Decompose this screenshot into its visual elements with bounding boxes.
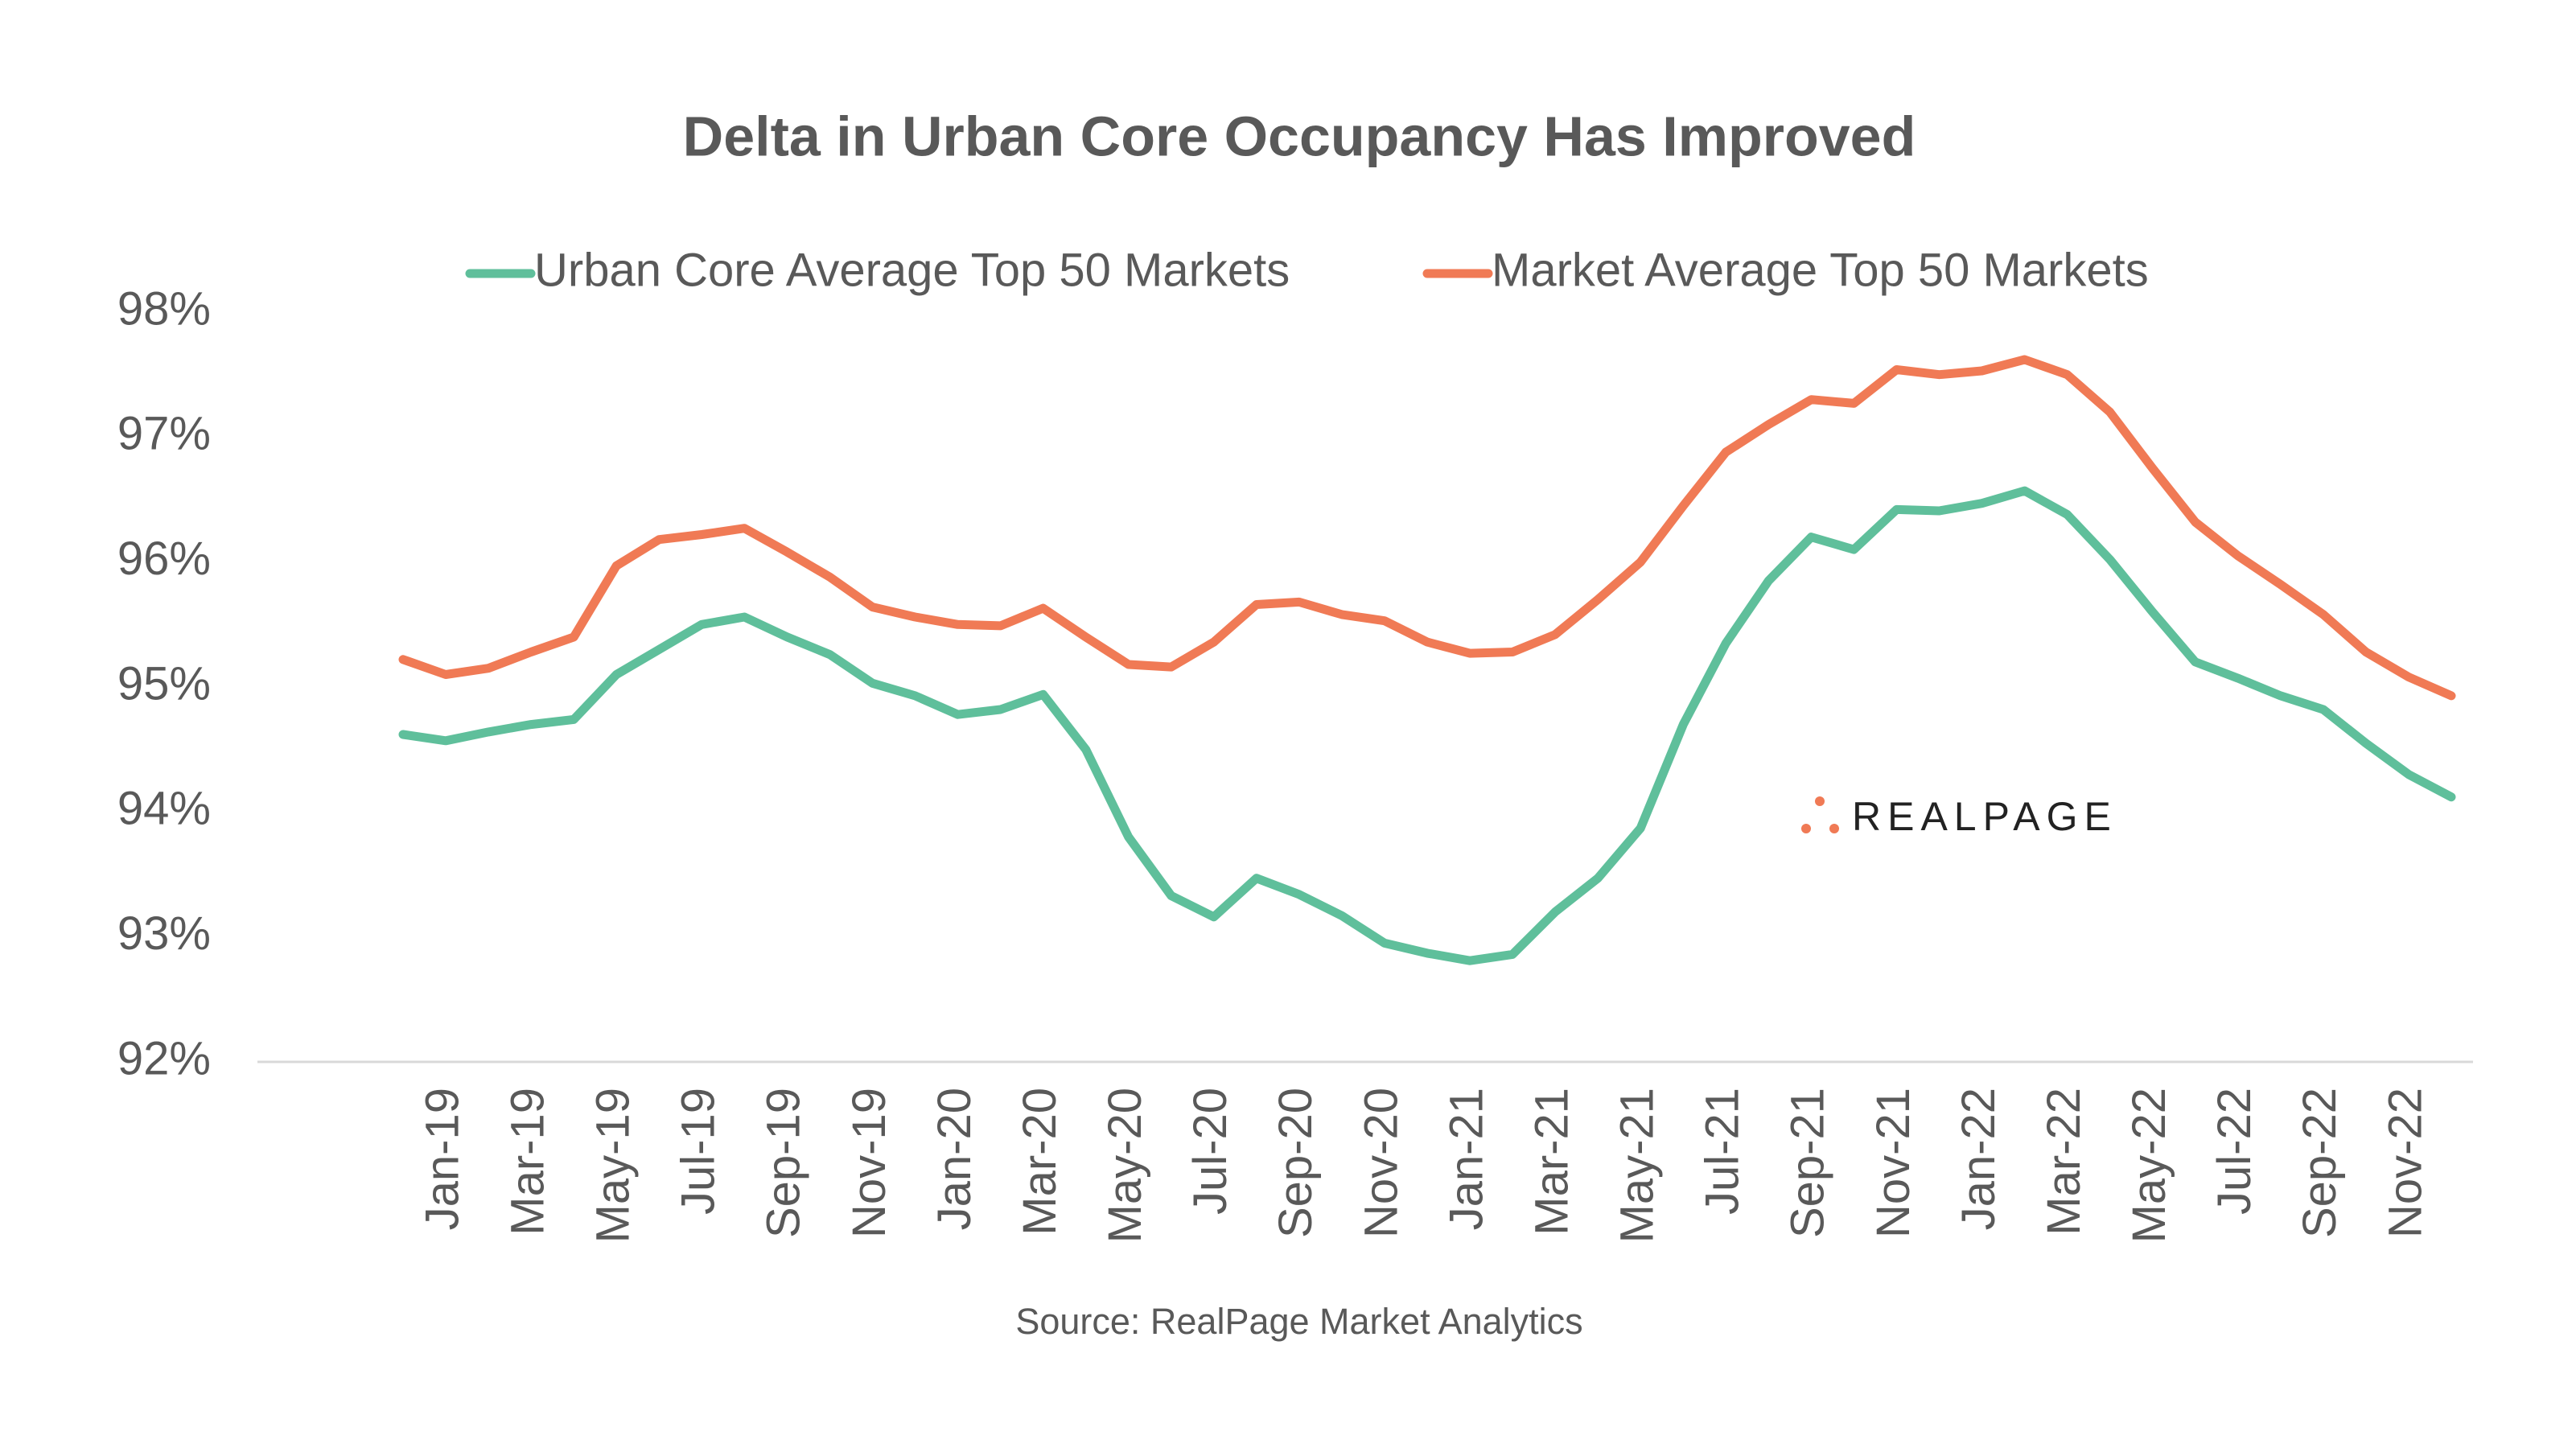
legend-label: Urban Core Average Top 50 Markets (534, 244, 1290, 296)
series-line (398, 355, 2456, 701)
x-tick-label: Mar-22 (2038, 1088, 2090, 1236)
x-tick-label: May-21 (1611, 1088, 1664, 1243)
chart-title: Delta in Urban Core Occupancy Has Improv… (683, 105, 1916, 167)
legend-label: Market Average Top 50 Markets (1492, 244, 2149, 296)
y-tick-label: 94% (117, 783, 211, 835)
x-tick-label: Jan-20 (928, 1088, 981, 1230)
source-note: Source: RealPage Market Analytics (1015, 1301, 1582, 1342)
x-tick-label: Mar-19 (501, 1088, 553, 1236)
x-tick-label: May-22 (2123, 1088, 2175, 1243)
logo-dot (1815, 796, 1825, 806)
y-tick-label: 93% (117, 907, 211, 960)
logo: REALPAGE (1801, 794, 2117, 839)
x-tick-label: Sep-20 (1269, 1088, 1322, 1238)
x-tick-label: Sep-22 (2294, 1088, 2346, 1238)
x-tick-label: Jul-20 (1184, 1088, 1237, 1215)
x-tick-label: Sep-21 (1782, 1088, 1834, 1238)
x-tick-label: May-20 (1099, 1088, 1151, 1243)
y-tick-label: 92% (117, 1032, 211, 1084)
y-tick-label: 95% (117, 657, 211, 710)
x-tick-label: Jul-19 (673, 1088, 725, 1215)
logo-dot (1801, 824, 1811, 833)
x-tick-label: Nov-21 (1867, 1088, 1920, 1238)
y-tick-label: 98% (117, 282, 211, 335)
y-tick-label: 97% (117, 408, 211, 460)
logo-text: REALPAGE (1852, 794, 2117, 839)
series-line (398, 486, 2456, 965)
y-tick-label: 96% (117, 533, 211, 585)
x-tick-label: Mar-20 (1014, 1088, 1066, 1236)
x-tick-label: Mar-21 (1525, 1088, 1578, 1236)
x-tick-label: Jul-22 (2208, 1088, 2261, 1215)
x-tick-label: Jul-21 (1697, 1088, 1749, 1215)
logo-dot (1829, 824, 1839, 833)
x-tick-label: Jan-21 (1440, 1088, 1492, 1230)
x-tick-label: Nov-22 (2379, 1088, 2431, 1238)
x-tick-label: Jan-19 (416, 1088, 468, 1230)
x-tick-label: Nov-19 (843, 1088, 895, 1238)
x-tick-label: Jan-22 (1953, 1088, 2005, 1230)
x-tick-label: Sep-19 (758, 1088, 810, 1238)
x-tick-label: Nov-20 (1355, 1088, 1407, 1238)
x-tick-label: May-19 (587, 1088, 640, 1243)
